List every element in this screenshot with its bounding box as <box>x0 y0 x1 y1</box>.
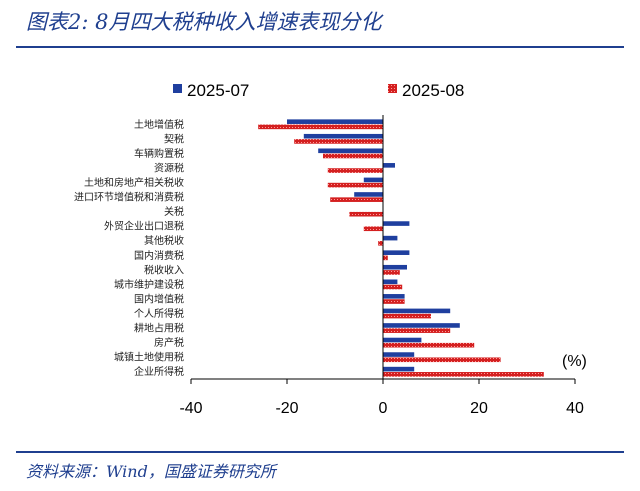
bar-2025-08 <box>294 139 383 144</box>
unit-label: (%) <box>562 353 587 370</box>
x-tick-label: 40 <box>566 400 584 417</box>
bar-2025-08 <box>378 241 383 246</box>
bar-2025-07 <box>383 352 415 357</box>
category-label: 土地增值税 <box>134 118 184 131</box>
x-tick-label: -20 <box>275 400 298 417</box>
category-label: 车辆购置税 <box>134 147 184 160</box>
bar-2025-07 <box>383 323 460 328</box>
category-label: 城市维护建设税 <box>114 278 184 291</box>
bar-2025-08 <box>383 255 388 261</box>
bar-2025-07 <box>383 279 398 285</box>
title-divider <box>16 46 624 48</box>
category-label: 外贸企业出口退税 <box>104 220 184 233</box>
category-label: 关税 <box>164 205 184 218</box>
bar-2025-08 <box>327 168 383 173</box>
bar-2025-08 <box>383 270 400 275</box>
bar-2025-08 <box>383 357 501 363</box>
bar-2025-08 <box>258 124 383 130</box>
category-label: 房产税 <box>154 336 184 349</box>
x-axis: -40 -20 0 20 40 <box>179 115 584 417</box>
bar-2025-08 <box>330 197 383 202</box>
bar-2025-08 <box>383 328 451 333</box>
bar-2025-07 <box>383 221 410 226</box>
bar-2025-08 <box>383 284 403 290</box>
category-label: 国内增值税 <box>134 292 184 305</box>
bar-2025-07 <box>383 308 451 314</box>
x-tick-label: -40 <box>179 400 202 417</box>
bar-2025-08 <box>363 226 383 232</box>
category-labels: 土地增值税契税车辆购置税资源税土地和房地产相关税收进口环节增值税和消费税关税外贸… <box>74 118 184 378</box>
category-label: 企业所得税 <box>134 365 184 378</box>
legend-swatch <box>173 84 182 93</box>
bar-2025-07 <box>383 366 415 372</box>
x-tick-label: 20 <box>470 400 488 417</box>
page-title: 图表2: 8月四大税种收入增速表现分化 <box>26 10 382 34</box>
bar-2025-08 <box>383 372 544 377</box>
bar-2025-08 <box>349 211 383 217</box>
bar-2025-07 <box>383 235 398 241</box>
category-label: 进口环节增值税和消费税 <box>74 191 184 204</box>
bar-2025-07 <box>383 264 407 270</box>
source-note: 资料来源：Wind，国盛证券研究所 <box>26 462 276 481</box>
bar-2025-07 <box>383 294 405 299</box>
bar-2025-07 <box>354 192 383 197</box>
bar-2025-07 <box>383 163 395 168</box>
bar-2025-07 <box>303 133 383 139</box>
bar-2025-07 <box>363 177 383 183</box>
category-label: 个人所得税 <box>134 307 184 320</box>
bar-2025-07 <box>383 250 410 255</box>
legend: 2025-07 2025-08 <box>173 81 464 100</box>
legend-label: 2025-07 <box>187 81 249 100</box>
bar-2025-08 <box>327 182 383 188</box>
category-label: 税收收入 <box>144 263 184 276</box>
bar-2025-08 <box>323 153 383 159</box>
category-label: 国内消费税 <box>134 249 184 262</box>
category-label: 资源税 <box>154 161 184 174</box>
bar-2025-08 <box>383 313 431 319</box>
legend-label: 2025-08 <box>402 81 464 100</box>
bars-group <box>258 119 544 377</box>
category-label: 城镇土地使用税 <box>114 351 184 364</box>
bar-2025-08 <box>383 342 475 348</box>
bar-2025-08 <box>383 299 405 304</box>
bar-2025-07 <box>287 119 383 124</box>
source-divider <box>16 451 624 453</box>
legend-swatch <box>388 84 397 93</box>
x-tick-label: 0 <box>379 400 388 417</box>
category-label: 其他税收 <box>144 234 184 247</box>
category-label: 契税 <box>164 132 184 145</box>
category-label: 耕地占用税 <box>134 322 184 335</box>
category-label: 土地和房地产相关税收 <box>84 176 184 189</box>
bar-2025-07 <box>318 148 383 154</box>
bar-2025-07 <box>383 337 422 343</box>
